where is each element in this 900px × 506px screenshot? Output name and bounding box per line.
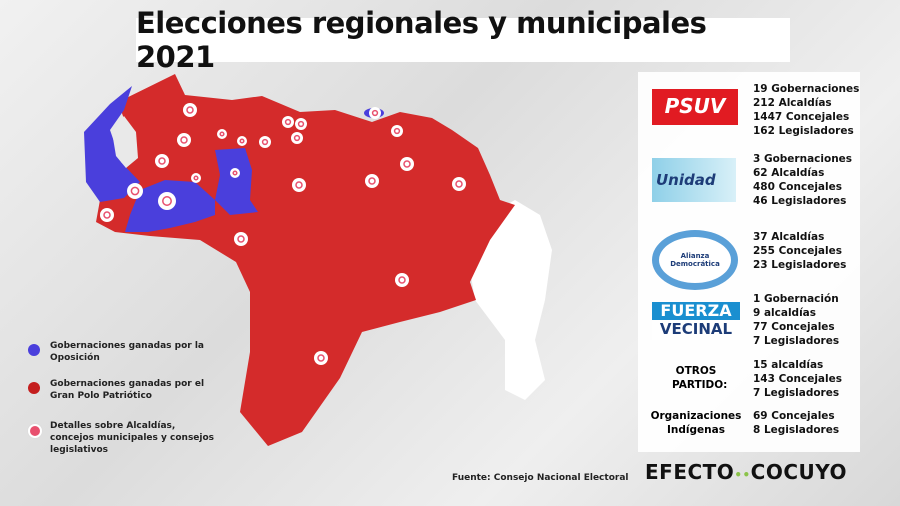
target-marker-ring — [103, 211, 111, 219]
target-marker-ring — [284, 118, 292, 126]
target-marker-icon[interactable] — [295, 118, 307, 130]
target-marker-icon[interactable] — [391, 125, 403, 137]
page-title: Elecciones regionales y municipales 2021 — [136, 6, 707, 74]
target-marker-icon[interactable] — [191, 173, 201, 183]
target-marker-ring — [295, 181, 303, 189]
target-marker-ring — [317, 354, 325, 362]
alianza-democratica-logo: Alianza Democrática — [652, 230, 738, 290]
title-banner: Elecciones regionales y municipales 2021 — [136, 6, 790, 74]
target-marker-icon[interactable] — [127, 183, 143, 199]
target-marker-icon[interactable] — [237, 136, 247, 146]
target-marker-icon[interactable] — [452, 177, 466, 191]
target-marker-ring — [239, 138, 245, 144]
target-marker-ring — [193, 175, 199, 181]
target-marker-ring — [261, 138, 269, 146]
target-marker-ring — [180, 136, 188, 144]
target-marker-icon[interactable] — [292, 178, 306, 192]
target-marker-ring — [237, 235, 245, 243]
target-marker-ring — [403, 160, 411, 168]
target-marker-icon[interactable] — [183, 103, 197, 117]
target-marker-ring — [393, 127, 401, 135]
target-marker-icon[interactable] — [155, 154, 169, 168]
target-marker-ring — [293, 134, 301, 142]
target-marker-ring — [162, 196, 172, 206]
legend-government: Gobernaciones ganadas por el Gran Polo P… — [28, 378, 215, 402]
target-marker-ring — [186, 106, 194, 114]
target-marker-icon[interactable] — [314, 351, 328, 365]
legend-marker: Detalles sobre Alcaldías, concejos munic… — [28, 420, 215, 456]
target-marker-icon[interactable] — [217, 129, 227, 139]
target-marker-icon[interactable] — [400, 157, 414, 171]
legend-opposition: Gobernaciones ganadas por la Oposición — [28, 340, 215, 364]
target-marker-ring — [297, 120, 305, 128]
source-note: Fuente: Consejo Nacional Electoral — [452, 473, 629, 483]
psuv-logo: PSUV — [652, 89, 738, 125]
red-dot-icon — [28, 382, 40, 394]
unidad-logo: Unidad — [652, 158, 736, 202]
target-marker-ring — [455, 180, 463, 188]
target-marker-ring — [232, 170, 238, 176]
target-marker-icon[interactable] — [100, 208, 114, 222]
target-marker-icon[interactable] — [158, 192, 176, 210]
markers-layer — [100, 103, 466, 365]
target-marker-ring — [130, 186, 140, 196]
blue-dot-icon — [28, 344, 40, 356]
target-marker-icon[interactable] — [369, 107, 381, 119]
efecto-cocuyo-logo: EFECTO••COCUYO — [645, 460, 848, 484]
target-marker-icon[interactable] — [395, 273, 409, 287]
target-marker-ring — [368, 177, 376, 185]
target-marker-icon[interactable] — [234, 232, 248, 246]
region-unclaimed — [470, 200, 552, 400]
target-marker-icon[interactable] — [291, 132, 303, 144]
target-marker-ring — [219, 131, 225, 137]
results-panel: PSUV 19 Gobernaciones 212 Alcaldías 1447 C… — [638, 72, 860, 452]
target-marker-ring — [158, 157, 166, 165]
region-opposition-zulia — [84, 86, 140, 202]
target-marker-icon — [28, 424, 42, 438]
target-marker-icon[interactable] — [282, 116, 294, 128]
target-marker-ring — [398, 276, 406, 284]
fuerza-vecinal-logo: FUERZA VECINAL — [652, 302, 740, 340]
target-marker-icon[interactable] — [230, 168, 240, 178]
target-marker-icon[interactable] — [259, 136, 271, 148]
target-marker-ring — [371, 109, 379, 117]
target-marker-icon[interactable] — [365, 174, 379, 188]
region-opposition-cojedes — [215, 148, 258, 215]
lake-maracaibo — [112, 116, 138, 168]
target-marker-icon[interactable] — [177, 133, 191, 147]
